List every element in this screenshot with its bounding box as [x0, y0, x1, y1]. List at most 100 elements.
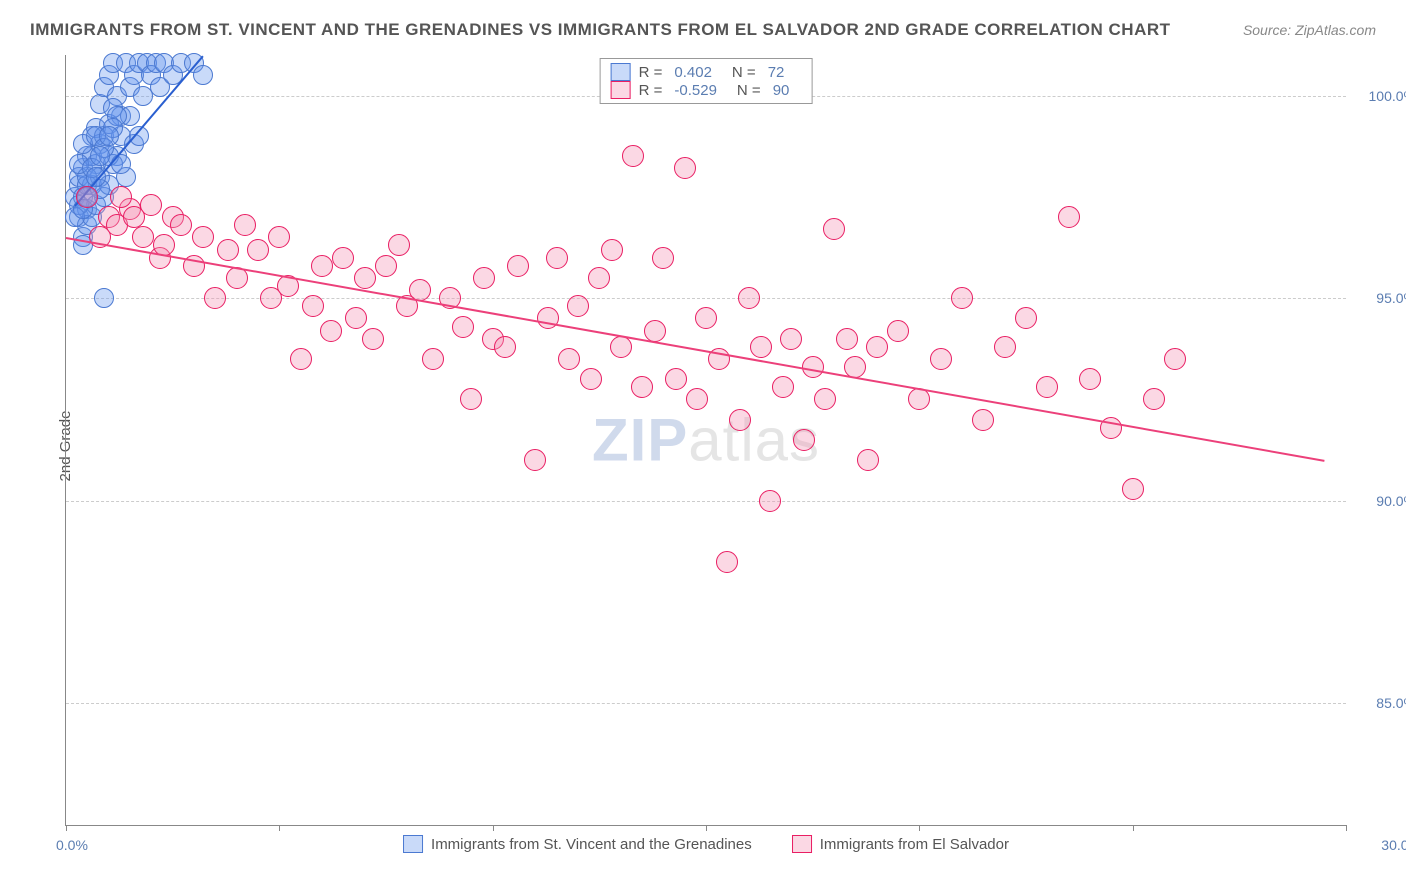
data-point: [311, 255, 333, 277]
watermark: ZIPatlas: [592, 406, 820, 475]
r-value: 0.402: [674, 64, 712, 81]
data-point: [567, 295, 589, 317]
data-point: [320, 320, 342, 342]
x-tick: [919, 825, 920, 831]
data-point: [1164, 348, 1186, 370]
y-tick-label: 90.0%: [1356, 493, 1406, 509]
x-tick: [706, 825, 707, 831]
data-point: [759, 490, 781, 512]
legend-item: Immigrants from St. Vincent and the Gren…: [403, 835, 752, 853]
data-point: [354, 267, 376, 289]
data-point: [1036, 376, 1058, 398]
legend-correlation: R =0.402N =72R =-0.529N =90: [600, 58, 813, 104]
data-point: [695, 307, 717, 329]
data-point: [507, 255, 529, 277]
data-point: [750, 336, 772, 358]
data-point: [1122, 478, 1144, 500]
r-label: R =: [639, 64, 663, 81]
y-tick-label: 95.0%: [1356, 290, 1406, 306]
legend-series: Immigrants from St. Vincent and the Gren…: [403, 835, 1009, 853]
data-point: [537, 307, 559, 329]
data-point: [234, 214, 256, 236]
data-point: [94, 288, 114, 308]
data-point: [170, 214, 192, 236]
data-point: [494, 336, 516, 358]
data-point: [524, 449, 546, 471]
data-point: [814, 388, 836, 410]
data-point: [90, 146, 110, 166]
data-point: [588, 267, 610, 289]
data-point: [622, 145, 644, 167]
x-tick: [279, 825, 280, 831]
r-label: R =: [639, 82, 663, 99]
data-point: [460, 388, 482, 410]
legend-row: R =-0.529N =90: [611, 81, 802, 99]
data-point: [110, 186, 132, 208]
data-point: [1058, 206, 1080, 228]
data-point: [99, 126, 119, 146]
data-point: [375, 255, 397, 277]
legend-swatch: [403, 835, 423, 853]
data-point: [729, 409, 751, 431]
data-point: [674, 157, 696, 179]
x-axis-min-label: 0.0%: [56, 837, 88, 853]
n-label: N =: [732, 64, 756, 81]
grid-line: [66, 703, 1346, 704]
data-point: [302, 295, 324, 317]
source-label: Source: ZipAtlas.com: [1243, 22, 1376, 38]
data-point: [772, 376, 794, 398]
data-point: [123, 206, 145, 228]
trend-line: [66, 237, 1325, 462]
data-point: [716, 551, 738, 573]
data-point: [644, 320, 666, 342]
data-point: [345, 307, 367, 329]
data-point: [473, 267, 495, 289]
data-point: [631, 376, 653, 398]
x-axis-max-label: 30.0%: [1381, 837, 1406, 853]
legend-label: Immigrants from St. Vincent and the Gren…: [431, 836, 752, 853]
data-point: [332, 247, 354, 269]
data-point: [247, 239, 269, 261]
data-point: [610, 336, 632, 358]
data-point: [908, 388, 930, 410]
data-point: [558, 348, 580, 370]
plot-area: ZIPatlas R =0.402N =72R =-0.529N =90 0.0…: [65, 55, 1346, 826]
data-point: [1079, 368, 1101, 390]
data-point: [793, 429, 815, 451]
data-point: [665, 368, 687, 390]
legend-label: Immigrants from El Salvador: [820, 836, 1009, 853]
y-tick-label: 85.0%: [1356, 695, 1406, 711]
data-point: [193, 65, 213, 85]
data-point: [388, 234, 410, 256]
data-point: [86, 167, 106, 187]
chart-container: IMMIGRANTS FROM ST. VINCENT AND THE GREN…: [20, 20, 1386, 872]
x-tick: [493, 825, 494, 831]
data-point: [887, 320, 909, 342]
data-point: [290, 348, 312, 370]
x-tick: [1133, 825, 1134, 831]
data-point: [580, 368, 602, 390]
data-point: [204, 287, 226, 309]
data-point: [268, 226, 290, 248]
x-tick: [66, 825, 67, 831]
data-point: [951, 287, 973, 309]
y-tick-label: 100.0%: [1356, 88, 1406, 104]
data-point: [217, 239, 239, 261]
legend-row: R =0.402N =72: [611, 63, 802, 81]
n-label: N =: [737, 82, 761, 99]
data-point: [1143, 388, 1165, 410]
data-point: [780, 328, 802, 350]
data-point: [192, 226, 214, 248]
x-tick: [1346, 825, 1347, 831]
r-value: -0.529: [674, 82, 717, 99]
data-point: [994, 336, 1016, 358]
data-point: [132, 226, 154, 248]
data-point: [546, 247, 568, 269]
data-point: [76, 186, 98, 208]
chart-title: IMMIGRANTS FROM ST. VINCENT AND THE GREN…: [30, 20, 1171, 40]
data-point: [738, 287, 760, 309]
grid-line: [66, 298, 1346, 299]
data-point: [857, 449, 879, 471]
data-point: [686, 388, 708, 410]
data-point: [652, 247, 674, 269]
